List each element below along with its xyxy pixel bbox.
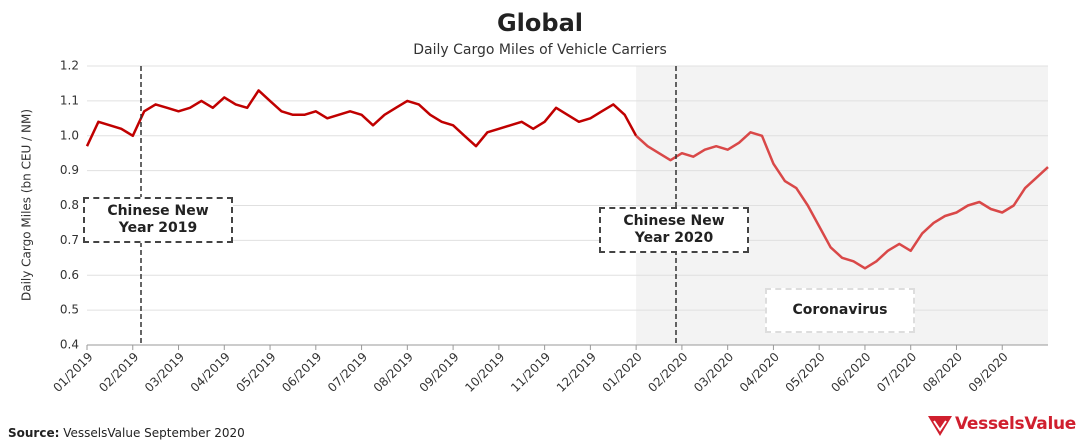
x-tick-label: 02/2020 xyxy=(645,350,690,395)
x-tick-label: 08/2020 xyxy=(920,350,965,395)
y-tick-label: 0.9 xyxy=(60,163,79,177)
y-tick-label: 0.6 xyxy=(60,268,79,282)
x-tick-label: 10/2019 xyxy=(462,350,507,395)
chart-title: Global xyxy=(497,9,583,37)
source-label: Source: xyxy=(8,426,60,440)
data-line xyxy=(85,89,638,148)
x-tick-label: 11/2019 xyxy=(508,350,553,395)
x-tick-label: 05/2020 xyxy=(783,350,828,395)
x-tick-label: 05/2019 xyxy=(233,350,278,395)
chart-subtitle: Daily Cargo Miles of Vehicle Carriers xyxy=(413,42,667,58)
x-tick-label: 04/2020 xyxy=(737,350,782,395)
logo-icon xyxy=(928,416,952,436)
x-tick-label: 08/2019 xyxy=(371,350,416,395)
y-tick-label: 0.4 xyxy=(60,338,79,352)
data-line xyxy=(635,131,1049,270)
y-tick-label: 1.0 xyxy=(60,128,79,142)
x-tick-label: 09/2019 xyxy=(417,350,462,395)
y-tick-label: 0.7 xyxy=(60,233,79,247)
x-tick-label: 01/2020 xyxy=(600,350,645,395)
x-tick-label: 06/2019 xyxy=(279,350,324,395)
x-tick-label: 03/2020 xyxy=(691,350,736,395)
x-tick-label: 06/2020 xyxy=(828,350,873,395)
logo-icon xyxy=(933,420,947,432)
source: Source: VesselsValue September 2020 xyxy=(8,426,245,440)
annotation: Coronavirus xyxy=(765,288,915,333)
y-tick-label: 0.8 xyxy=(60,198,79,212)
x-tick-label: 02/2019 xyxy=(96,350,141,395)
x-tick-label: 12/2019 xyxy=(554,350,599,395)
annotation: Chinese New Year 2020 xyxy=(599,207,749,253)
y-tick-label: 1.1 xyxy=(60,93,79,107)
y-tick-label: 1.2 xyxy=(60,59,79,73)
x-tick-label: 07/2019 xyxy=(325,350,370,395)
y-tick-label: 0.5 xyxy=(60,303,79,317)
x-tick-label: 03/2019 xyxy=(142,350,187,395)
x-tick-label: 07/2020 xyxy=(874,350,919,395)
x-tick-label: 01/2019 xyxy=(50,350,95,395)
x-tick-label: 04/2019 xyxy=(188,350,233,395)
y-axis-label: Daily Cargo Miles (bn CEU / NM) xyxy=(20,109,34,301)
annotation: Chinese New Year 2019 xyxy=(83,197,233,243)
x-tick-label: 09/2020 xyxy=(966,350,1011,395)
source-text: VesselsValue September 2020 xyxy=(63,426,245,440)
logo: VesselsValue xyxy=(955,414,1077,434)
